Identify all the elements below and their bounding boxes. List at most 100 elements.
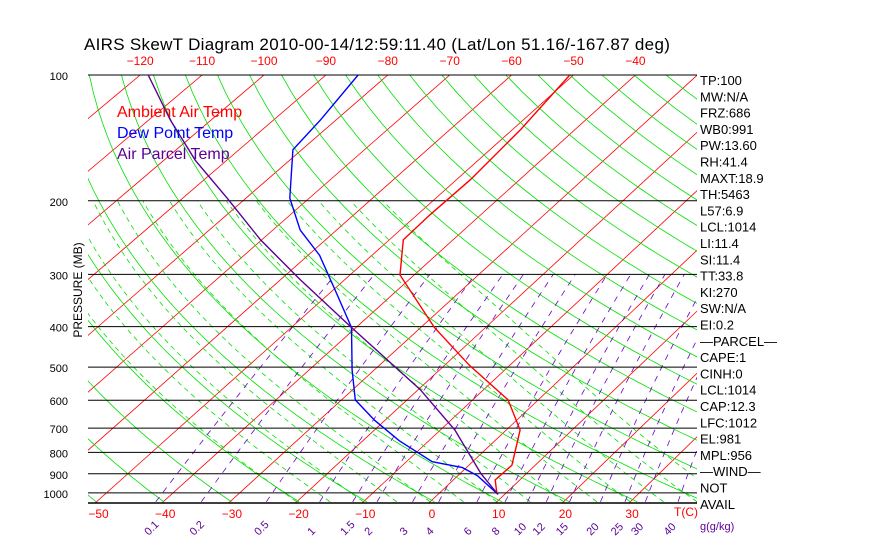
stat-item: LCL:1014 xyxy=(700,220,756,235)
dry-adiabat-line xyxy=(88,438,165,503)
isobars xyxy=(88,74,697,504)
dry-adiabat-line xyxy=(249,75,697,441)
pressure-tick-label: 500 xyxy=(50,363,68,375)
dry-adiabat-line xyxy=(88,177,435,503)
mixing-ratio-tick-label: 12 xyxy=(531,521,548,538)
mixing-ratio-line xyxy=(155,274,336,503)
pressure-tick-label: 600 xyxy=(50,396,68,408)
mixing-ratio-tick-label: 1.5 xyxy=(338,519,357,538)
dry-adiabat-line xyxy=(185,75,697,499)
dry-adiabat-line xyxy=(473,75,697,252)
temp-tick-label-top: −110 xyxy=(189,54,215,68)
isotherm-line xyxy=(88,75,513,451)
moist-adiabat-line xyxy=(382,200,697,479)
mixing-ratio-line xyxy=(319,274,476,503)
isotherm-line xyxy=(228,75,697,503)
moist-adiabat-line xyxy=(88,276,331,503)
stat-item: NOT xyxy=(700,481,728,496)
mixing-ratio-tick-label: 25 xyxy=(609,521,626,538)
moist-adiabat-line xyxy=(350,200,697,503)
temp-tick-label-top: −50 xyxy=(563,54,584,68)
background-lines xyxy=(0,65,870,510)
isotherm-line xyxy=(494,310,697,503)
temp-tick-label-top: −60 xyxy=(501,54,522,68)
pressure-tick-label: 100 xyxy=(50,71,68,83)
dewpoint-profile xyxy=(289,75,499,495)
stat-item: CAPE:1 xyxy=(700,350,746,365)
temp-tick-label-bottom: −20 xyxy=(288,507,309,521)
dry-adiabat-line xyxy=(121,75,570,503)
stat-item: EL:981 xyxy=(700,432,741,447)
mixing-ratio-tick-label: 8 xyxy=(490,525,503,538)
stat-item: TT:33.8 xyxy=(700,269,743,284)
dry-adiabat-line xyxy=(794,75,870,502)
mixing-ratio-line xyxy=(200,274,375,503)
isotherm-line xyxy=(561,372,697,503)
temp-tick-label-bottom: 0 xyxy=(429,507,436,521)
temp-tick-label-bottom: 30 xyxy=(625,507,639,521)
stat-item: CINH:0 xyxy=(700,366,743,381)
legend-item: Air Parcel Temp xyxy=(117,146,230,163)
mixing-ratio-line xyxy=(624,338,697,502)
legend-item: Dew Point Temp xyxy=(117,125,233,142)
pressure-tick-label: 400 xyxy=(50,323,68,335)
dry-adiabat-line xyxy=(281,75,697,413)
dry-adiabat-line xyxy=(345,75,697,358)
pressure-tick-label: 800 xyxy=(50,448,68,460)
moist-adiabat-line xyxy=(88,312,297,503)
isotherm-line xyxy=(88,75,327,281)
moist-adiabat-line xyxy=(142,200,464,503)
dry-adiabat-line xyxy=(441,75,697,278)
dry-adiabat-line xyxy=(88,380,232,503)
profiles xyxy=(147,75,571,495)
temp-tick-label-top: −100 xyxy=(250,54,277,68)
stat-item: MPL:956 xyxy=(700,448,752,463)
temp-tick-label-top: −40 xyxy=(625,54,646,68)
mixing-ratio-line xyxy=(266,274,431,503)
chart-title: AIRS SkewT Diagram 2010-00-14/12:59:11.4… xyxy=(84,35,671,54)
pressure-tick-label: 1000 xyxy=(44,489,68,501)
mixing-ratio-line xyxy=(476,274,608,502)
stat-item: SI:11.4 xyxy=(700,252,740,267)
stat-item: TP:100 xyxy=(700,73,742,88)
temp-tick-label-bottom: −10 xyxy=(355,507,376,521)
isotherm-line xyxy=(0,65,29,510)
mixing-ratio-tick-label: 15 xyxy=(554,521,571,538)
y-axis-label: PRESSURE (MB) xyxy=(71,242,85,337)
temp-tick-label-top: −80 xyxy=(378,54,399,68)
isotherm-line xyxy=(161,75,636,503)
mixing-ratio-line xyxy=(569,274,685,502)
mixing-ratio-line xyxy=(438,274,576,502)
pressure-tick-label: 300 xyxy=(50,270,68,282)
mixing-ratio-tick-label: 40 xyxy=(662,521,679,538)
stat-item: TH:5463 xyxy=(700,187,750,202)
moist-adiabat-line xyxy=(92,200,398,503)
isotherm-line xyxy=(88,75,203,172)
temp-tick-label-bottom: 20 xyxy=(559,507,573,521)
x-axis-label: T(C) xyxy=(674,505,698,519)
legend: Ambient Air Temp Dew Point Temp Air Parcel… xyxy=(117,104,242,163)
isotherm-line xyxy=(361,190,697,503)
temp-tick-label-bottom: −50 xyxy=(88,507,109,521)
mixing-ratio-tick-label: 6 xyxy=(462,525,475,538)
stat-item: —PARCEL— xyxy=(700,334,777,349)
mixing-ratio-tick-label: 0.1 xyxy=(142,519,161,538)
mixing-ratio-tick-label: 3 xyxy=(398,525,411,538)
temp-tick-label-bottom: −30 xyxy=(222,507,243,521)
moist-adiabat-line xyxy=(169,200,498,503)
pressure-tick-label: 900 xyxy=(50,470,68,482)
legend-item: Ambient Air Temp xyxy=(117,104,242,121)
mixing-ratio-line xyxy=(352,274,504,503)
stat-item: RH:41.4 xyxy=(700,155,748,170)
moist-adiabat-line xyxy=(318,200,664,503)
dry-adiabat-line xyxy=(409,75,697,304)
dry-adiabat-line xyxy=(153,75,638,503)
temp-tick-label-bottom: −40 xyxy=(155,507,176,521)
dry-adiabat-line xyxy=(88,75,503,503)
mixing-ratio-line xyxy=(504,274,632,502)
mixing-ratio-line xyxy=(600,297,697,502)
stat-item: CAP:12.3 xyxy=(700,399,756,414)
mixing-ratio-line xyxy=(645,376,697,502)
dry-adiabat-line xyxy=(762,75,870,502)
